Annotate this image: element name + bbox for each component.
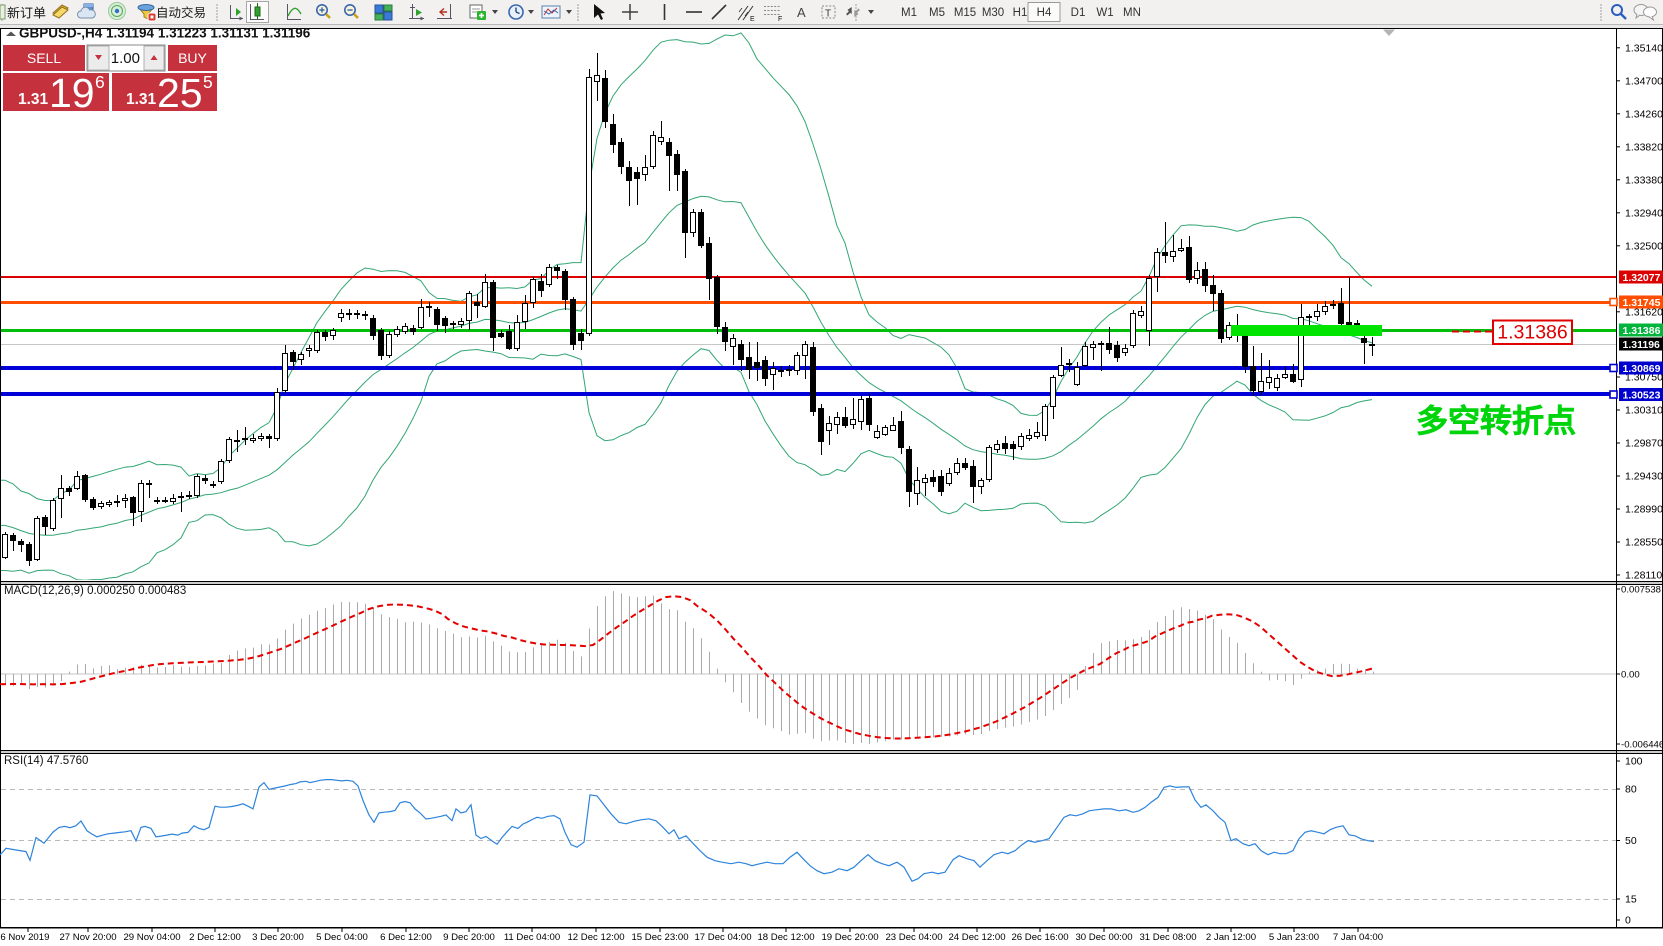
svg-text:1.30310: 1.30310: [1625, 405, 1663, 417]
svg-text:1.30869: 1.30869: [1623, 363, 1661, 375]
svg-text:19: 19: [49, 70, 95, 116]
svg-text:1.29870: 1.29870: [1625, 438, 1663, 450]
svg-text:1.32077: 1.32077: [1623, 272, 1661, 284]
svg-text:27 Nov 20:00: 27 Nov 20:00: [59, 932, 116, 943]
svg-text:D1: D1: [1071, 7, 1086, 19]
svg-text:E: E: [750, 16, 755, 23]
svg-text:31 Dec 08:00: 31 Dec 08:00: [1139, 932, 1196, 943]
svg-text:5 Jan 23:00: 5 Jan 23:00: [1269, 932, 1319, 943]
svg-text:BUY: BUY: [178, 50, 207, 66]
svg-text:5 Dec 04:00: 5 Dec 04:00: [316, 932, 368, 943]
svg-text:15: 15: [1625, 894, 1637, 906]
svg-text:5: 5: [203, 72, 213, 92]
svg-text:12 Dec 12:00: 12 Dec 12:00: [567, 932, 624, 943]
svg-text:23 Dec 04:00: 23 Dec 04:00: [885, 932, 942, 943]
svg-text:W1: W1: [1096, 7, 1113, 19]
svg-text:F: F: [778, 16, 782, 23]
svg-text:100: 100: [1625, 756, 1643, 768]
svg-text:2 Jan 12:00: 2 Jan 12:00: [1206, 932, 1256, 943]
svg-text:1.32500: 1.32500: [1625, 240, 1663, 252]
svg-text:1.31196: 1.31196: [1623, 339, 1661, 351]
svg-text:1.34700: 1.34700: [1625, 75, 1663, 87]
svg-text:1.34260: 1.34260: [1625, 108, 1663, 120]
svg-text:1.33820: 1.33820: [1625, 141, 1663, 153]
svg-text:1.30523: 1.30523: [1623, 390, 1661, 402]
svg-text:3 Dec 20:00: 3 Dec 20:00: [252, 932, 304, 943]
svg-text:6 Dec 12:00: 6 Dec 12:00: [380, 932, 432, 943]
svg-text:1.31: 1.31: [126, 91, 157, 108]
svg-text:A: A: [797, 5, 806, 20]
svg-text:M15: M15: [954, 7, 976, 19]
svg-text:1.28550: 1.28550: [1625, 537, 1663, 549]
svg-text:25: 25: [157, 70, 203, 116]
svg-text:1.29430: 1.29430: [1625, 471, 1663, 483]
svg-text:7 Jan 04:00: 7 Jan 04:00: [1333, 932, 1383, 943]
svg-text:24 Dec 12:00: 24 Dec 12:00: [948, 932, 1005, 943]
svg-text:19 Dec 20:00: 19 Dec 20:00: [821, 932, 878, 943]
svg-text:1.31386: 1.31386: [1497, 322, 1568, 344]
svg-text:29 Nov 04:00: 29 Nov 04:00: [123, 932, 180, 943]
svg-text:6: 6: [95, 72, 105, 92]
svg-text:1.31: 1.31: [18, 91, 49, 108]
svg-text:18 Dec 12:00: 18 Dec 12:00: [757, 932, 814, 943]
svg-text:GBPUSD-,H4 1.31194 1.31223 1.: GBPUSD-,H4 1.31194 1.31223 1.31131 1.311…: [19, 26, 311, 41]
svg-text:0: 0: [1625, 915, 1631, 927]
svg-text:26 Dec 16:00: 26 Dec 16:00: [1011, 932, 1068, 943]
svg-text:T: T: [825, 9, 831, 20]
svg-text:80: 80: [1625, 784, 1637, 796]
svg-text:9 Dec 20:00: 9 Dec 20:00: [443, 932, 495, 943]
svg-text:M1: M1: [901, 7, 917, 19]
svg-text:M5: M5: [929, 7, 945, 19]
svg-text:1.31745: 1.31745: [1623, 297, 1661, 309]
svg-text:1.33380: 1.33380: [1625, 174, 1663, 186]
svg-text:H1: H1: [1013, 7, 1028, 19]
svg-text:1.32940: 1.32940: [1625, 207, 1663, 219]
svg-text:1.35140: 1.35140: [1625, 42, 1663, 54]
svg-text:30 Dec 00:00: 30 Dec 00:00: [1075, 932, 1132, 943]
svg-text:RSI(14) 47.5760: RSI(14) 47.5760: [4, 755, 88, 767]
svg-text:MN: MN: [1123, 7, 1141, 19]
svg-text:17 Dec 04:00: 17 Dec 04:00: [694, 932, 751, 943]
svg-text:15 Dec 23:00: 15 Dec 23:00: [631, 932, 688, 943]
svg-text:0.00: 0.00: [1621, 670, 1640, 681]
svg-text:1.31386: 1.31386: [1623, 325, 1661, 337]
svg-text:2 Dec 12:00: 2 Dec 12:00: [189, 932, 241, 943]
svg-text:MACD(12,26,9) 0.000250 0.00048: MACD(12,26,9) 0.000250 0.000483: [4, 585, 186, 597]
svg-text:-0.006446: -0.006446: [1621, 740, 1663, 751]
svg-text:SELL: SELL: [27, 50, 61, 66]
svg-text:50: 50: [1625, 835, 1637, 847]
svg-text:H4: H4: [1037, 7, 1052, 19]
svg-text:1.31620: 1.31620: [1625, 306, 1663, 318]
svg-text:26 Nov 2019: 26 Nov 2019: [0, 932, 49, 943]
svg-text:0.007538: 0.007538: [1621, 585, 1661, 596]
svg-text:1.28990: 1.28990: [1625, 504, 1663, 516]
svg-text:M30: M30: [982, 7, 1004, 19]
svg-text:1.28110: 1.28110: [1625, 570, 1662, 582]
svg-text:11 Dec 04:00: 11 Dec 04:00: [504, 932, 560, 943]
svg-text:1.00: 1.00: [111, 50, 140, 67]
